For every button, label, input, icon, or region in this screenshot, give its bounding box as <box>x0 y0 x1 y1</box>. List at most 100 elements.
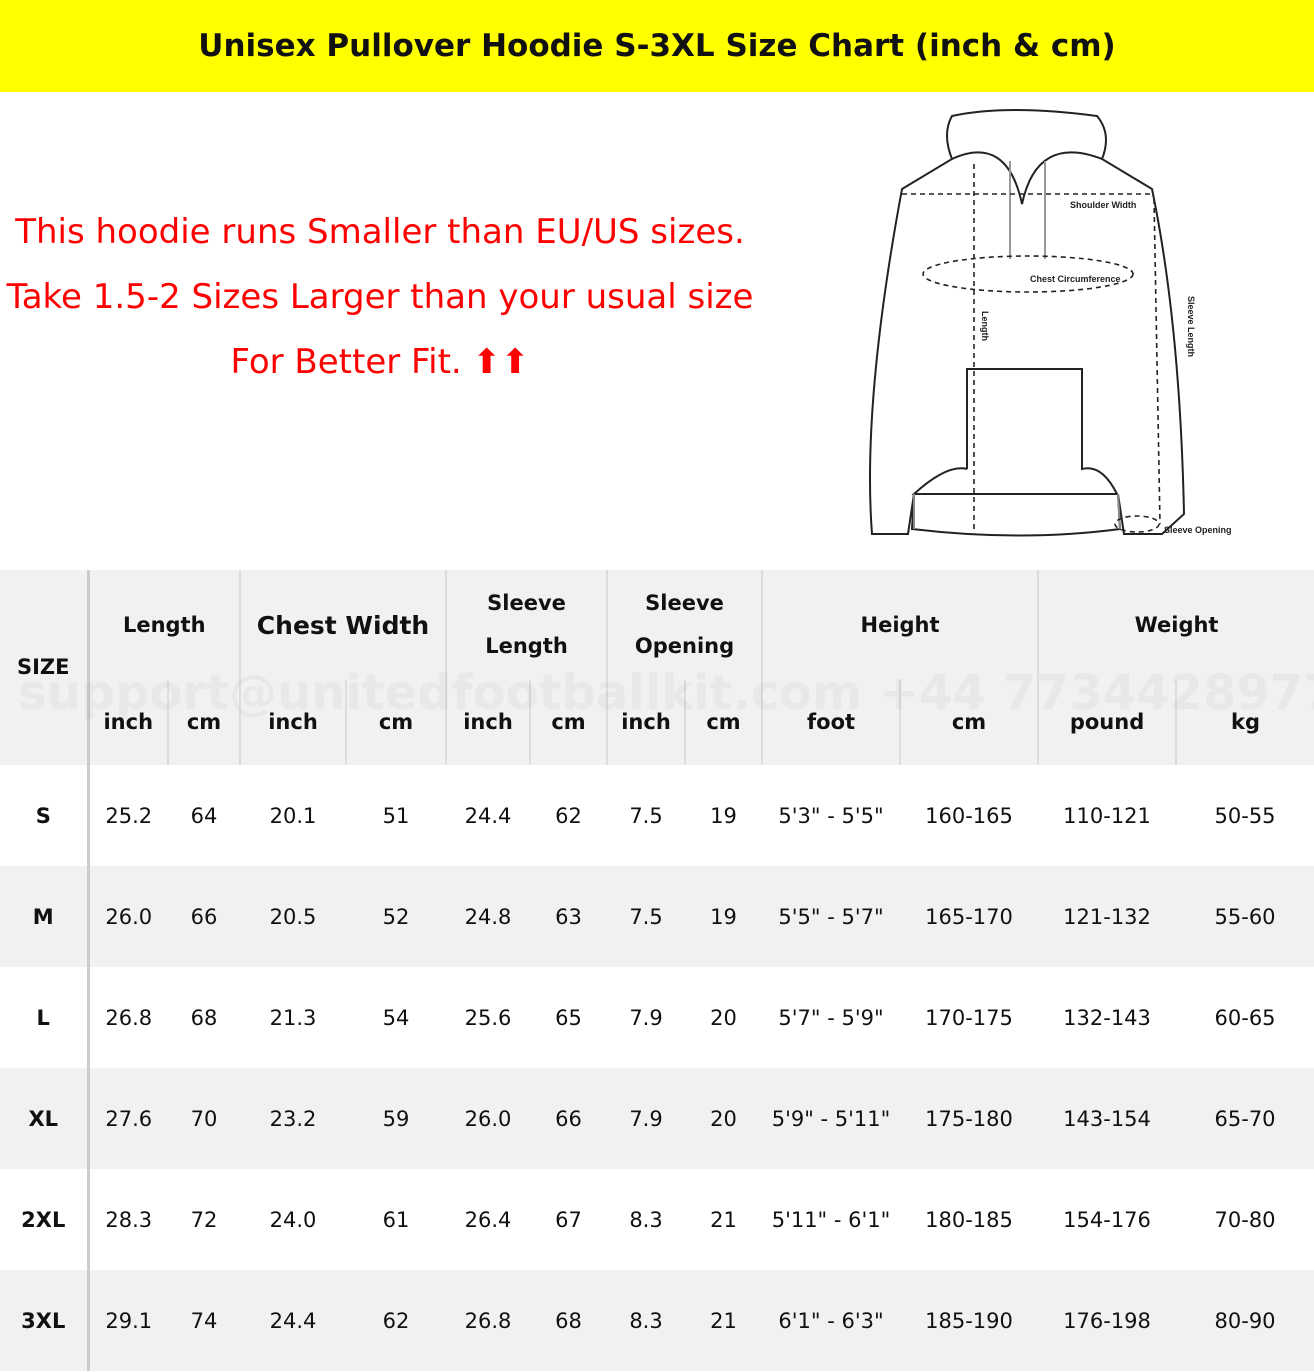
diagram-label-sleeve-opening: Sleeve Opening <box>1164 525 1232 535</box>
table-cell: 5'3" - 5'5" <box>778 803 884 828</box>
table-cell: 74 <box>190 1308 218 1333</box>
table-cell: 70-80 <box>1214 1207 1276 1232</box>
unit-header: cm <box>900 680 1040 765</box>
table-cell: 64 <box>190 803 218 828</box>
table-cell: 26.8 <box>105 1005 153 1030</box>
table-cell: 175-180 <box>925 1106 1013 1131</box>
table-cell: 20 <box>710 1005 737 1030</box>
header-length: Length <box>88 570 242 680</box>
table-row: XL 27.6 70 23.2 59 26.0 66 7.9 20 5'9" - 5'11" 175… <box>0 1068 1314 1169</box>
size-label: 3XL <box>0 1270 90 1371</box>
table-cell: 70 <box>190 1106 218 1131</box>
table-cell: 59 <box>382 1106 410 1131</box>
size-label: 2XL <box>0 1169 90 1270</box>
table-cell: 25.6 <box>464 1005 512 1030</box>
header-sleeve-length: Sleeve Length <box>446 570 609 680</box>
table-cell: 110-121 <box>1063 803 1151 828</box>
table-cell: 24.4 <box>464 803 512 828</box>
fit-note-line-2: Take 1.5-2 Sizes Larger than your usual … <box>6 277 754 382</box>
table-cell: 23.2 <box>269 1106 317 1131</box>
table-cell: 121-132 <box>1063 904 1151 929</box>
diagram-label-shoulder: Shoulder Width <box>1070 200 1136 210</box>
table-cell: 62 <box>382 1308 410 1333</box>
table-cell: 26.0 <box>105 904 153 929</box>
unit-header: inch <box>88 680 169 765</box>
hoodie-diagram: Shoulder Width Chest Circumference Lengt… <box>869 109 1232 537</box>
table-cell: 176-198 <box>1063 1308 1151 1333</box>
table-row: 2XL 28.3 72 24.0 61 26.4 67 8.3 21 5'11" - 6'1" 18… <box>0 1169 1314 1270</box>
table-cell: 185-190 <box>925 1308 1013 1333</box>
table-cell: 25.2 <box>105 803 153 828</box>
size-label: M <box>0 866 90 967</box>
table-cell: 21.3 <box>269 1005 317 1030</box>
table-cell: 5'9" - 5'11" <box>771 1106 891 1131</box>
table-cell: 54 <box>382 1005 410 1030</box>
size-label: L <box>0 967 90 1068</box>
unit-header: pound <box>1038 680 1178 765</box>
table-cell: 8.3 <box>629 1308 663 1333</box>
table-cell: 143-154 <box>1063 1106 1151 1131</box>
table-cell: 26.4 <box>464 1207 512 1232</box>
table-cell: 55-60 <box>1214 904 1276 929</box>
table-cell: 160-165 <box>925 803 1013 828</box>
table-cell: 7.5 <box>629 904 663 929</box>
unit-header: foot <box>762 680 902 765</box>
size-header: SIZE <box>0 570 90 765</box>
table-cell: 28.3 <box>105 1207 153 1232</box>
header-sleeve-opening: Sleeve Opening <box>607 570 764 680</box>
table-cell: 21 <box>710 1207 737 1232</box>
table-cell: 50-55 <box>1214 803 1276 828</box>
size-label: XL <box>0 1068 90 1169</box>
fit-note-line-1: This hoodie runs Smaller than EU/US size… <box>15 212 745 252</box>
size-label: S <box>0 765 90 866</box>
table-cell: 52 <box>382 904 410 929</box>
table-cell: 65 <box>555 1005 582 1030</box>
header-chest-width: Chest Width <box>240 570 448 680</box>
table-cell: 19 <box>710 803 737 828</box>
table-row: L 26.8 68 21.3 54 25.6 65 7.9 20 5'7" - 5'9" 170-1… <box>0 967 1314 1068</box>
table-cell: 165-170 <box>925 904 1013 929</box>
unit-header: inch <box>240 680 348 765</box>
table-cell: 24.4 <box>269 1308 317 1333</box>
table-cell: 63 <box>555 904 582 929</box>
table-cell: 72 <box>190 1207 218 1232</box>
table-row: 3XL 29.1 74 24.4 62 26.8 68 8.3 21 6'1" - 6'3" 185… <box>0 1270 1314 1371</box>
table-row: S 25.2 64 20.1 51 24.4 62 7.5 19 5'3" - 5'5" 160-1… <box>0 765 1314 866</box>
table-cell: 20 <box>710 1106 737 1131</box>
table-cell: 7.9 <box>629 1005 663 1030</box>
table-cell: 5'7" - 5'9" <box>778 1005 884 1030</box>
diagram-label-length: Length <box>980 311 990 341</box>
table-cell: 180-185 <box>925 1207 1013 1232</box>
table-cell: 61 <box>382 1207 410 1232</box>
table-cell: 20.1 <box>269 803 317 828</box>
diagram-label-sleeve-length: Sleeve Length <box>1186 296 1196 357</box>
table-cell: 170-175 <box>925 1005 1013 1030</box>
table-cell: 66 <box>190 904 218 929</box>
table-cell: 27.6 <box>105 1106 153 1131</box>
table-cell: 29.1 <box>105 1308 153 1333</box>
table-cell: 26.8 <box>464 1308 512 1333</box>
table-cell: 7.5 <box>629 803 663 828</box>
title-banner: Unisex Pullover Hoodie S-3XL Size Chart … <box>0 0 1314 92</box>
header-height: Height <box>762 570 1040 680</box>
unit-header: cm <box>685 680 764 765</box>
header-weight: Weight <box>1134 612 1219 637</box>
unit-header: cm <box>168 680 242 765</box>
table-cell: 62 <box>555 803 582 828</box>
table-cell: 51 <box>382 803 410 828</box>
unit-header: kg <box>1231 710 1261 734</box>
table-cell: 8.3 <box>629 1207 663 1232</box>
table-cell: 6'1" - 6'3" <box>778 1308 884 1333</box>
page-title: Unisex Pullover Hoodie S-3XL Size Chart … <box>198 28 1116 64</box>
table-cell: 132-143 <box>1063 1005 1151 1030</box>
table-cell: 24.8 <box>464 904 512 929</box>
size-table: SIZE Length Chest Width Sleeve Length Sl… <box>0 570 1314 1371</box>
diagram-label-chest: Chest Circumference <box>1030 274 1121 284</box>
table-cell: 154-176 <box>1063 1207 1151 1232</box>
unit-header: cm <box>346 680 448 765</box>
table-cell: 26.0 <box>464 1106 512 1131</box>
table-cell: 24.0 <box>269 1207 317 1232</box>
table-cell: 66 <box>555 1106 582 1131</box>
table-cell: 67 <box>555 1207 582 1232</box>
table-cell: 5'11" - 6'1" <box>771 1207 891 1232</box>
